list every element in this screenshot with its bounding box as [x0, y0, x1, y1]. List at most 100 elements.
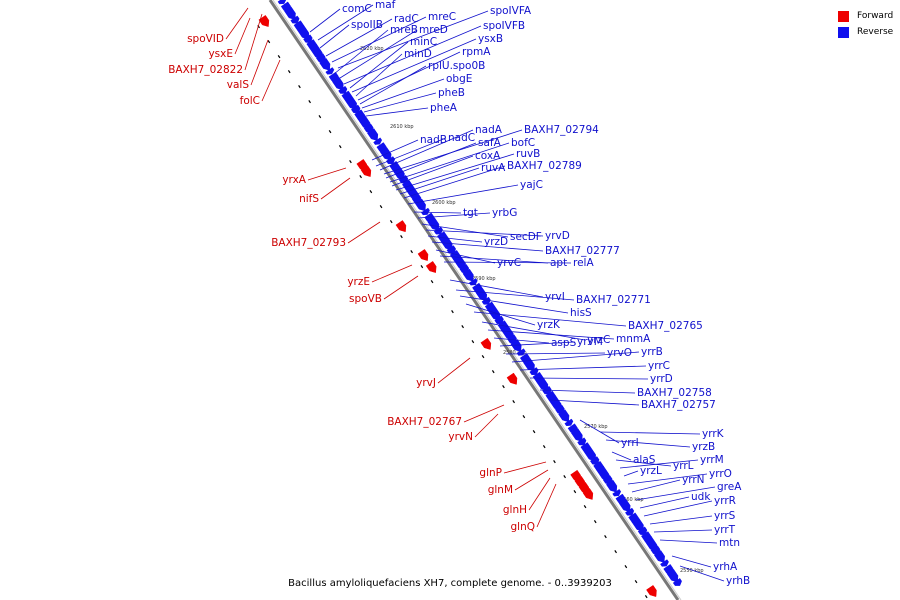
reverse-gene-label: yajC — [520, 179, 543, 191]
label-leader-line — [383, 275, 419, 300]
label-leader-line — [435, 249, 496, 264]
forward-gene-label: BAXH7_02822 — [168, 64, 243, 76]
label-leader-line — [514, 469, 549, 491]
reverse-gene-label: yrvD — [545, 230, 570, 242]
strand-legend: Forward Reverse — [838, 8, 893, 40]
reverse-gene-arrow — [462, 268, 474, 282]
scale-tick-label: 2580 kbp — [503, 350, 527, 356]
label-leader-line — [449, 279, 544, 298]
label-leader-line — [473, 311, 627, 327]
reverse-gene-label: BAXH7_02794 — [524, 124, 599, 136]
scale-tick-label: 2590 kbp — [472, 276, 496, 282]
reverse-gene-label: alaS — [633, 454, 656, 466]
reverse-gene-arrow — [625, 507, 635, 516]
forward-gene-arrow — [646, 584, 657, 597]
reverse-gene-label: hisS — [570, 307, 592, 319]
reverse-gene-arrow — [577, 437, 587, 446]
scale-tick-mark — [644, 595, 648, 599]
scale-tick-mark — [614, 550, 617, 554]
label-leader-line — [487, 329, 615, 340]
reverse-gene-label: yrrC — [648, 360, 670, 372]
label-leader-line — [499, 341, 576, 347]
scale-tick-mark — [491, 370, 495, 374]
reverse-gene-label: bofC — [511, 137, 535, 149]
forward-gene-label: valS — [227, 79, 250, 91]
reverse-gene-arrow — [618, 498, 631, 513]
label-leader-line — [399, 167, 480, 195]
reverse-gene-label: yrvM — [577, 336, 603, 348]
label-leader-line — [431, 241, 544, 252]
legend-label-forward: Forward — [857, 11, 894, 21]
reverse-gene-arrow — [666, 568, 679, 583]
label-leader-line — [455, 289, 575, 301]
label-leader-line — [403, 165, 506, 199]
scale-tick-mark — [502, 385, 505, 389]
label-leader-line — [643, 500, 713, 517]
reverse-gene-label: rpmA — [462, 46, 491, 58]
reverse-gene-arrow — [366, 128, 379, 142]
reverse-gene-label: comC — [342, 3, 372, 15]
label-leader-line — [639, 496, 690, 509]
reverse-gene-label: yrrB — [641, 346, 663, 358]
scale-tick-mark — [471, 340, 475, 344]
reverse-gene-label: yrzC — [587, 334, 610, 346]
label-leader-line — [375, 137, 447, 167]
backbone-highlight — [272, 0, 682, 600]
scale-tick-mark — [593, 520, 597, 524]
reverse-gene-arrow — [290, 15, 300, 24]
reverse-gene-label: ruvB — [516, 148, 540, 160]
reverse-gene-arrow — [350, 104, 361, 114]
label-leader-line — [505, 352, 606, 355]
label-leader-line — [659, 539, 718, 544]
reverse-gene-label: mtn — [719, 537, 740, 549]
label-leader-line — [417, 212, 491, 219]
forward-gene-arrow — [425, 260, 437, 273]
label-leader-line — [615, 459, 672, 467]
label-leader-line — [653, 529, 713, 533]
scale-tick-mark — [308, 100, 311, 104]
map-caption: Bacillus amyloliquefaciens XH7, complete… — [288, 578, 612, 589]
label-leader-line — [363, 92, 437, 113]
label-leader-line — [389, 142, 510, 183]
label-leader-line — [443, 261, 572, 264]
reverse-gene-label: yrrT — [714, 524, 736, 536]
scale-tick-mark — [338, 145, 342, 149]
label-leader-line — [244, 13, 263, 71]
reverse-gene-label: secDF — [510, 231, 542, 243]
reverse-gene-arrow — [494, 315, 504, 325]
reverse-gene-label: yrrL — [673, 460, 694, 472]
reverse-gene-arrow — [338, 85, 348, 94]
forward-gene-label: glnM — [488, 484, 513, 496]
reverse-gene-label: yrrI — [621, 437, 639, 449]
reverse-gene-label: yrrR — [714, 495, 736, 507]
label-leader-line — [635, 486, 716, 501]
label-leader-line — [599, 431, 701, 435]
label-leader-line — [425, 229, 544, 237]
reverse-gene-label: yrbG — [492, 207, 517, 219]
reverse-gene-label: yrvC — [497, 257, 521, 269]
forward-gene-label: BAXH7_02793 — [271, 237, 346, 249]
gene-labels: spoVID ysxE BAXH7_02822 valS folC yrxA nifS BAX… — [168, 0, 750, 587]
reverse-gene-label: yrrD — [650, 373, 673, 385]
forward-gene-label: ysxE — [208, 48, 233, 60]
scale-tick-mark — [634, 580, 638, 584]
label-leader-line — [649, 515, 713, 525]
label-leader-line — [463, 404, 505, 423]
forward-gene-label: yrvN — [448, 431, 473, 443]
scale-tick-mark — [349, 160, 352, 164]
label-leader-line — [529, 377, 649, 380]
label-leader-line — [371, 139, 419, 161]
forward-gene-arrow — [480, 337, 492, 350]
scale-tick-mark — [461, 325, 464, 329]
scale-tick-mark — [583, 505, 587, 509]
reverse-gene-arrow — [589, 456, 600, 465]
label-leader-line — [549, 399, 640, 406]
reverse-gene-label: yrvO — [607, 347, 632, 359]
label-leader-line — [611, 451, 632, 461]
label-leader-line — [528, 477, 551, 511]
scale-tick-label: 2560 kbp — [620, 497, 644, 503]
scale-tick-mark — [369, 190, 373, 194]
label-leader-line — [623, 470, 639, 477]
reverse-gene-arrow — [637, 526, 648, 536]
label-leader-line — [379, 129, 474, 171]
